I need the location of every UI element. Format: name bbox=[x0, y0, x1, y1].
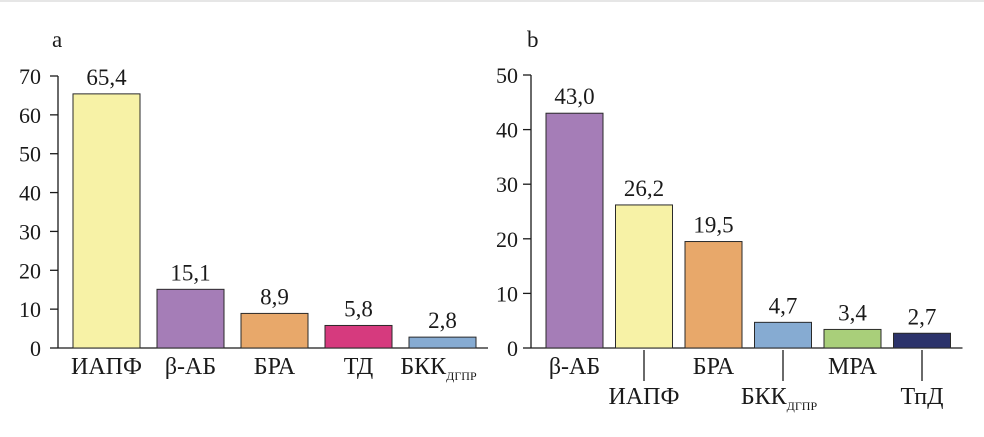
bar bbox=[545, 112, 604, 349]
bar bbox=[754, 321, 812, 349]
category-label: БРА bbox=[693, 354, 735, 380]
bar bbox=[823, 328, 882, 349]
category-label: МРА bbox=[828, 354, 878, 380]
y-tick-label: 30 bbox=[19, 219, 41, 244]
category-label: β-АБ bbox=[165, 354, 216, 380]
bar bbox=[156, 288, 225, 349]
data-label: 4,7 bbox=[769, 293, 798, 318]
data-label: 65,4 bbox=[86, 65, 127, 90]
data-label: 26,2 bbox=[624, 176, 664, 201]
y-tick-label: 0 bbox=[507, 336, 518, 361]
y-tick-label: 10 bbox=[496, 281, 518, 306]
y-tick-label: 50 bbox=[496, 63, 518, 88]
y-tick-label: 40 bbox=[19, 181, 41, 206]
bar bbox=[893, 332, 951, 349]
data-label: 15,1 bbox=[170, 260, 210, 285]
top-border bbox=[0, 0, 984, 2]
data-label: 43,0 bbox=[554, 84, 594, 109]
y-tick-label: 70 bbox=[19, 64, 41, 89]
category-label: БККДГПР bbox=[741, 384, 818, 413]
bar bbox=[615, 204, 673, 349]
category-label: ТпД bbox=[901, 384, 944, 410]
data-label: 2,8 bbox=[428, 308, 457, 333]
y-tick-label: 30 bbox=[496, 172, 518, 197]
category-label: β-АБ bbox=[549, 354, 600, 380]
data-label: 5,8 bbox=[344, 296, 373, 321]
panel-letter: b bbox=[527, 27, 539, 52]
y-tick-label: 10 bbox=[19, 297, 41, 322]
y-tick-label: 20 bbox=[19, 258, 41, 283]
data-label: 2,7 bbox=[908, 304, 937, 329]
category-label: БККДГПР bbox=[400, 354, 477, 383]
category-label: ТД bbox=[344, 354, 374, 380]
bar bbox=[72, 93, 141, 349]
y-tick-label: 60 bbox=[19, 103, 41, 128]
bar bbox=[408, 336, 477, 349]
bar bbox=[684, 241, 743, 349]
panel-letter: a bbox=[52, 27, 62, 52]
bar bbox=[324, 324, 393, 349]
chart-panel-a: a 0 10 20 30 40 50 60 70 65,4 ИАПФ 15,1 β-АБ 8,9 БРА 5,… bbox=[19, 27, 488, 383]
y-tick-label: 50 bbox=[19, 142, 41, 167]
category-label: ИАПФ bbox=[609, 384, 680, 410]
chart-panel-b: b 0 10 20 30 40 50 43,0 β-АБ 26,2 ИАПФ 19,5 БРА 4,7 БК… bbox=[496, 27, 963, 413]
category-label: ИАПФ bbox=[71, 354, 142, 380]
data-label: 19,5 bbox=[693, 213, 733, 238]
y-tick-label: 0 bbox=[30, 336, 41, 361]
data-label: 8,9 bbox=[260, 284, 289, 309]
y-tick-label: 40 bbox=[496, 118, 518, 143]
data-label: 3,4 bbox=[838, 300, 867, 325]
category-label: БРА bbox=[254, 354, 296, 380]
bar bbox=[240, 312, 309, 349]
y-tick-label: 20 bbox=[496, 227, 518, 252]
